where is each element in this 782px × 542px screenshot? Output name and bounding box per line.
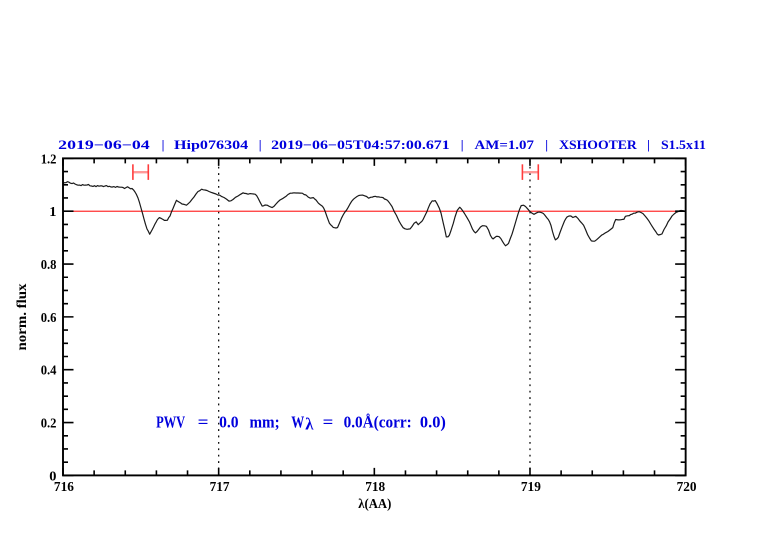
svg-text:XSHOOTER: XSHOOTER	[559, 138, 638, 152]
svg-text:0.0Å(corr:: 0.0Å(corr:	[344, 413, 412, 432]
svg-text:0.4: 0.4	[41, 363, 57, 378]
svg-text:717: 717	[210, 479, 230, 494]
svg-text:PWV: PWV	[156, 413, 185, 432]
svg-text:0.0): 0.0)	[420, 413, 446, 432]
svg-text:λ(AA): λ(AA)	[358, 496, 391, 511]
svg-text:0.8: 0.8	[41, 257, 57, 272]
svg-text:|: |	[461, 138, 464, 152]
svg-text:=: =	[198, 413, 209, 432]
svg-text:=: =	[323, 413, 334, 432]
svg-text:S1.5x11: S1.5x11	[661, 138, 706, 152]
svg-text:mm;: mm;	[250, 413, 280, 432]
svg-text:1: 1	[49, 204, 56, 219]
svg-text:716: 716	[54, 479, 74, 494]
svg-text:|: |	[647, 138, 650, 152]
svg-text:W: W	[291, 413, 304, 432]
svg-text:0: 0	[49, 468, 57, 483]
svg-text:0.0: 0.0	[219, 413, 239, 432]
svg-text:|: |	[259, 138, 262, 152]
svg-text:2019−06−05T04:57:00.671: 2019−06−05T04:57:00.671	[271, 138, 450, 152]
svg-text:0.6: 0.6	[41, 310, 57, 325]
svg-text:AM=1.07: AM=1.07	[475, 138, 535, 152]
svg-text:720: 720	[677, 479, 697, 494]
svg-text:1.2: 1.2	[41, 151, 57, 166]
svg-text:norm. flux: norm. flux	[14, 283, 29, 350]
svg-text:718: 718	[365, 479, 385, 494]
svg-text:λ: λ	[305, 415, 314, 434]
svg-text:Hip076304: Hip076304	[174, 138, 249, 152]
svg-text:0.2: 0.2	[41, 415, 57, 430]
svg-text:2019−06−04: 2019−06−04	[58, 138, 150, 152]
svg-text:719: 719	[521, 479, 541, 494]
svg-text:|: |	[545, 138, 548, 152]
svg-text:|: |	[162, 138, 165, 152]
